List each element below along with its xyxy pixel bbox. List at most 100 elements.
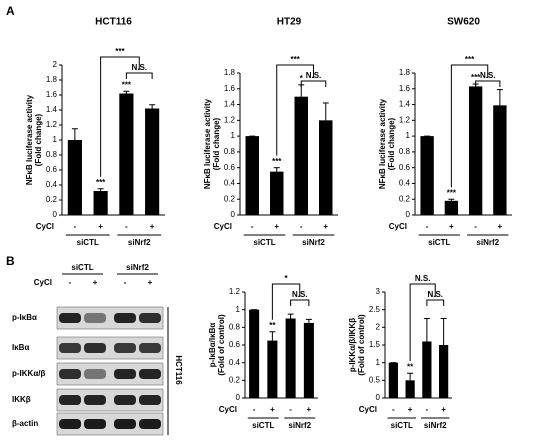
y-tick-label: 0.4 (229, 358, 241, 367)
x-tick-label: + (98, 222, 103, 231)
blot-band (84, 419, 106, 429)
blot-sign: - (124, 278, 127, 287)
group-label: siNrf2 (128, 238, 151, 247)
bar (294, 96, 308, 215)
x-tick-label: + (270, 405, 275, 414)
y-tick-label: 1 (231, 131, 236, 140)
blot-cell-line: HCT116 (174, 355, 183, 385)
significance-label: ** (407, 362, 414, 371)
y-axis-label: NFκB luciferase activity (25, 94, 34, 185)
bracket (409, 283, 436, 362)
y-tick-label: 0.4 (399, 179, 411, 188)
x-tick-label: + (150, 222, 155, 231)
y-tick-label: 1.4 (399, 100, 411, 109)
significance-label: ** (269, 321, 276, 330)
group-label: siNrf2 (424, 421, 447, 430)
x-axis-label: CyCl (36, 222, 54, 231)
y-tick-label: 1.2 (46, 120, 58, 129)
bracket (450, 64, 489, 188)
blot-band (59, 419, 81, 429)
blot-sign: - (69, 278, 72, 287)
x-tick-label: + (408, 405, 413, 414)
x-tick-label: + (441, 405, 446, 414)
blot-row-label: p-IKKα/β (12, 369, 45, 378)
x-axis-label: CyCl (389, 222, 407, 231)
y-axis-label: NFκB luciferase activity (378, 98, 387, 189)
blot-band (114, 369, 136, 379)
blot-band (59, 395, 81, 405)
y-tick-label: 0.6 (224, 163, 236, 172)
bar (270, 171, 284, 215)
bar (119, 93, 134, 215)
panel-label: A (6, 4, 15, 18)
group-label: siCTL (253, 238, 275, 247)
blot-band (84, 313, 106, 323)
blot-row-label: β-actin (12, 419, 38, 428)
blot-sign: + (93, 278, 98, 287)
y-tick-label: 1.8 (46, 75, 58, 84)
y-axis-label: p-IKKα/β/IKKβ (348, 318, 357, 372)
bracket-label: N.S. (306, 71, 322, 80)
y-tick-label: 0 (231, 210, 236, 219)
y-tick-label: 0.6 (46, 165, 58, 174)
y-tick-label: 1.6 (224, 84, 236, 93)
group-label: siCTL (428, 238, 450, 247)
y-tick-label: 1 (236, 305, 241, 314)
group-label: siCTL (77, 238, 99, 247)
x-axis-label: CyCl (214, 222, 232, 231)
blot-band (114, 343, 136, 353)
y-tick-label: 0.2 (46, 195, 58, 204)
y-tick-label: 1.5 (369, 340, 381, 349)
bar (67, 140, 82, 215)
bar (285, 318, 296, 398)
y-tick-label: 1.2 (399, 115, 411, 124)
y-axis-label: (Fold of control) (217, 314, 226, 376)
bracket-label: N.S. (415, 274, 431, 283)
bracket (426, 299, 445, 306)
x-tick-label: - (251, 222, 254, 231)
y-axis-label: (Fold change) (34, 113, 43, 166)
bracket (276, 64, 314, 156)
y-tick-label: 0.4 (46, 180, 58, 189)
x-tick-label: + (323, 222, 328, 231)
bracket-label: *** (290, 55, 300, 64)
significance-label: *** (471, 73, 481, 82)
blot-band (139, 395, 161, 405)
x-tick-label: + (449, 222, 454, 231)
blot-panel (56, 362, 164, 386)
y-tick-label: 0 (236, 393, 241, 402)
x-tick-label: - (125, 222, 128, 231)
bracket (290, 299, 310, 306)
x-axis-label: CyCl (219, 405, 237, 414)
y-tick-label: 0 (53, 210, 58, 219)
blot-panel (56, 388, 164, 412)
bar (444, 200, 459, 215)
group-label: siNrf2 (302, 238, 325, 247)
blot-group-label: siNrf2 (126, 263, 149, 272)
chart-title: HT29 (277, 17, 302, 28)
y-tick-label: 1.8 (224, 68, 236, 77)
blot-row-label: IκBα (12, 343, 29, 352)
y-tick-label: 1.6 (399, 84, 411, 93)
y-tick-label: 1.2 (229, 287, 241, 296)
y-tick-label: 0.2 (399, 194, 411, 203)
bracket (271, 283, 301, 320)
blot-band (59, 369, 81, 379)
x-tick-label: - (426, 405, 429, 414)
blot-band (114, 419, 136, 429)
bar (303, 322, 314, 398)
chart-title: SW620 (447, 17, 480, 28)
blot-panel (56, 412, 164, 436)
bar (405, 380, 415, 398)
x-tick-label: + (498, 222, 503, 231)
bracket-label: * (285, 274, 289, 283)
y-tick-label: 1.4 (224, 100, 236, 109)
blot-band (59, 313, 81, 323)
y-tick-label: 3 (376, 287, 381, 296)
blot-band (84, 343, 106, 353)
bar (493, 105, 507, 215)
y-axis-label: p-IκBα/IκBα (208, 323, 217, 368)
y-axis-label: (Fold change) (212, 117, 221, 170)
group-label: siCTL (252, 421, 274, 430)
y-tick-label: 0.4 (224, 179, 236, 188)
